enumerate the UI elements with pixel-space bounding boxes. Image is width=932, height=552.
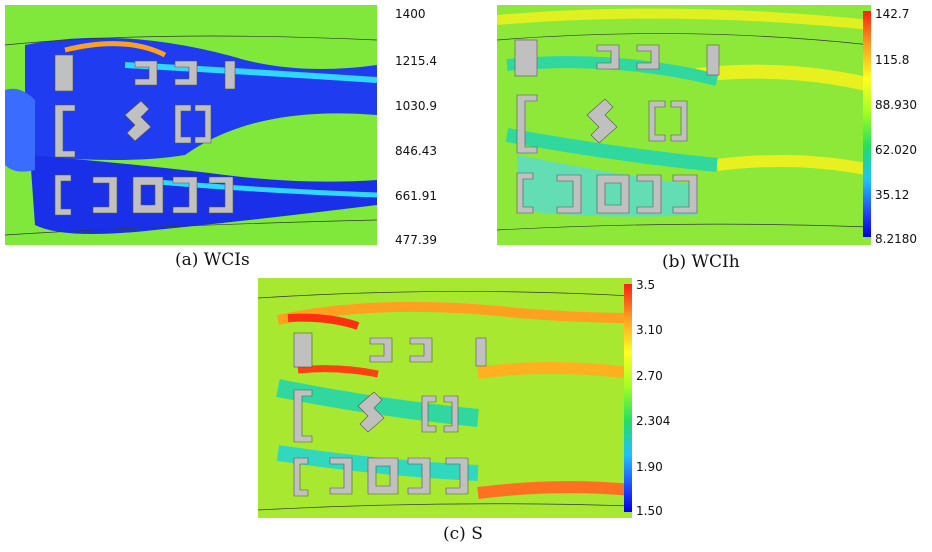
low-value-region xyxy=(5,88,35,172)
high-value-band xyxy=(477,362,632,379)
panel-c-s: 3.5 3.10 2.70 2.304 1.90 1.50 xyxy=(258,278,670,518)
caption-c: (c) S xyxy=(443,524,483,544)
high-value-band xyxy=(477,481,632,499)
contour-line xyxy=(5,219,377,236)
contour-line xyxy=(258,291,632,299)
panel-b-wcih: 142.7 115.8 88.930 62.020 35.12 8.2180 xyxy=(497,5,917,246)
colorbar-tick: 1215.4 xyxy=(395,54,437,68)
colorbar-tick: 2.70 xyxy=(636,369,663,383)
high-value-band xyxy=(276,301,632,325)
colorbar-tick: 1400 xyxy=(395,7,426,21)
low-value-region xyxy=(30,155,377,234)
high-value-band xyxy=(287,313,360,330)
colorbar-tick: 846.434 xyxy=(395,144,437,158)
colorbar-tick: 2.304 xyxy=(636,414,671,428)
contour-line xyxy=(5,35,377,46)
colorbar xyxy=(624,284,632,512)
caption-b: (b) WCIh xyxy=(662,252,740,272)
transition-band xyxy=(505,128,718,172)
colorbar-tick: 8.2180 xyxy=(875,232,917,246)
buildings xyxy=(54,54,236,216)
colorbar-tick: 661.91 xyxy=(395,189,437,203)
contour-plot-b xyxy=(497,5,871,245)
colorbar xyxy=(863,11,871,237)
colorbar-tick: 1.50 xyxy=(636,504,663,518)
colorbar-tick: 142.7 xyxy=(875,7,910,21)
colorbar-tick: 1030.9 xyxy=(395,99,437,113)
contour-line xyxy=(497,33,871,46)
buildings xyxy=(293,332,487,497)
contour-plot-a xyxy=(5,5,377,245)
contour-plot-c xyxy=(258,278,632,518)
high-value-band xyxy=(64,41,167,58)
low-value-region xyxy=(25,37,377,160)
high-value-band xyxy=(716,155,871,176)
panel-a-wcis: 1400 1215.4 1030.9 846.434 661.91 477.39 xyxy=(5,5,437,247)
colorbar-tick: 62.020 xyxy=(875,143,917,157)
high-value-band xyxy=(497,8,871,30)
colorbar-tick: 35.12 xyxy=(875,188,910,202)
contour-line xyxy=(497,223,871,231)
colorbar-tick: 3.5 xyxy=(636,278,656,292)
buildings xyxy=(514,39,720,214)
colorbar-tick: 1.90 xyxy=(636,460,663,474)
caption-a: (a) WCIs xyxy=(175,250,250,270)
low-value-region xyxy=(517,155,697,217)
colorbar-tick: 3.10 xyxy=(636,323,663,337)
colorbar-tick: 115.8 xyxy=(875,53,910,67)
colorbar-tick: 88.930 xyxy=(875,98,917,112)
high-value-band xyxy=(297,365,379,378)
contour-line xyxy=(258,503,632,511)
colorbar-tick: 477.39 xyxy=(395,233,437,247)
